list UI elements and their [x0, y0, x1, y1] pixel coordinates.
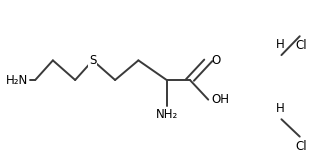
Text: O: O [211, 54, 220, 67]
Text: H₂N: H₂N [6, 73, 29, 86]
Text: Cl: Cl [296, 140, 307, 153]
Text: NH₂: NH₂ [156, 108, 178, 121]
Text: S: S [89, 54, 97, 67]
Text: H: H [275, 102, 284, 115]
Text: OH: OH [211, 93, 229, 106]
Text: Cl: Cl [296, 39, 307, 52]
Text: H: H [275, 38, 284, 51]
